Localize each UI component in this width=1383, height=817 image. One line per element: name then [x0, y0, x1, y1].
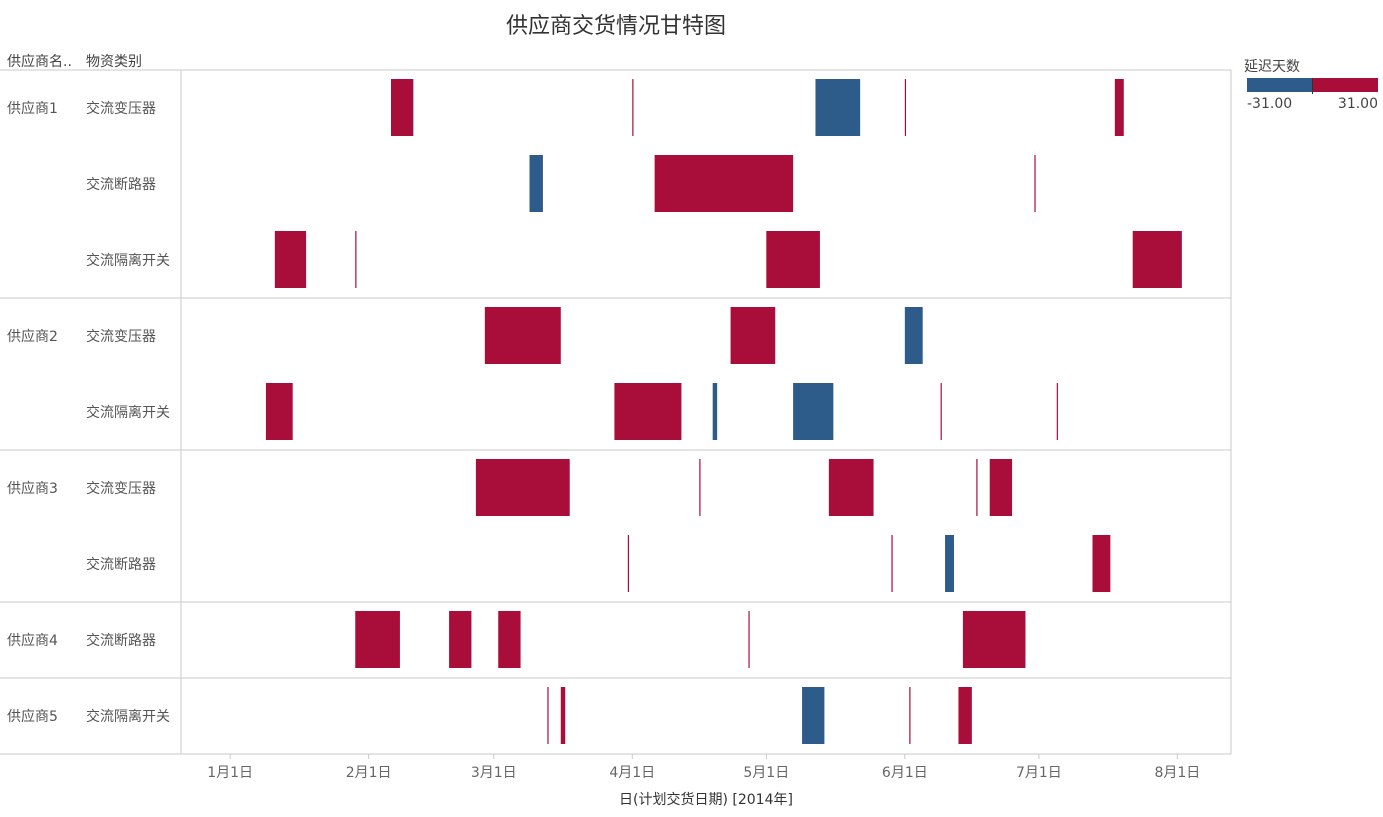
gantt-bar	[891, 535, 893, 592]
gantt-bar	[484, 307, 561, 364]
x-tick-label: 6月1日	[882, 765, 928, 781]
material-label: 交流变压器	[86, 100, 156, 117]
x-tick-label: 4月1日	[609, 765, 655, 781]
x-axis-title: 日(计划交货日期) [2014年]	[619, 791, 793, 808]
supplier-label: 供应商3	[7, 480, 58, 497]
gantt-bar	[1034, 155, 1036, 212]
x-tick-label: 7月1日	[1016, 765, 1062, 781]
gantt-bar	[730, 307, 776, 364]
gantt-bar	[449, 611, 472, 668]
material-label: 交流断路器	[86, 176, 156, 193]
gantt-bar	[748, 611, 750, 668]
x-tick-label: 5月1日	[743, 765, 789, 781]
gantt-bar	[793, 383, 834, 440]
gantt-bar	[547, 687, 549, 744]
gantt-bar	[1056, 383, 1058, 440]
gantt-bar	[274, 231, 307, 288]
gantt-bar	[962, 611, 1026, 668]
gantt-bar	[976, 459, 978, 516]
gantt-bar	[1114, 79, 1124, 136]
gantt-bar	[355, 231, 357, 288]
gantt-bar	[1132, 231, 1182, 288]
supplier-label: 供应商5	[7, 708, 58, 725]
gantt-bar	[802, 687, 825, 744]
gantt-bar	[498, 611, 521, 668]
gantt-bar	[627, 535, 630, 592]
x-tick-label: 8月1日	[1154, 765, 1200, 781]
gantt-bar	[614, 383, 682, 440]
material-label: 交流断路器	[86, 556, 156, 573]
supplier-label: 供应商4	[7, 632, 58, 649]
supplier-header[interactable]: 供应商名..	[7, 54, 72, 70]
gantt-bar	[1092, 535, 1111, 592]
gantt-bar	[265, 383, 293, 440]
gantt-bar	[958, 687, 972, 744]
legend-zero-tick	[1312, 78, 1313, 94]
material-label: 交流隔离开关	[86, 708, 170, 725]
x-tick-label: 3月1日	[471, 765, 517, 781]
gantt-bar	[355, 611, 400, 668]
gantt-bar	[815, 79, 861, 136]
gantt-bar	[699, 459, 701, 516]
gantt-bar	[654, 155, 794, 212]
material-label: 交流变压器	[86, 328, 156, 345]
gantt-bar	[945, 535, 954, 592]
gantt-bar	[989, 459, 1013, 516]
legend-title: 延迟天数	[1244, 59, 1300, 75]
gantt-bar	[904, 307, 923, 364]
x-tick-label: 2月1日	[346, 765, 392, 781]
material-label: 交流变压器	[86, 480, 156, 497]
supplier-label: 供应商2	[7, 328, 58, 345]
gantt-bar	[529, 155, 543, 212]
gantt-bar	[940, 383, 942, 440]
gantt-bar	[712, 383, 718, 440]
gantt-bar	[475, 459, 570, 516]
x-tick-label: 1月1日	[207, 765, 253, 781]
legend-max-label: 31.00	[1337, 96, 1378, 112]
material-label: 交流隔离开关	[86, 252, 170, 269]
gantt-bar	[560, 687, 566, 744]
material-label: 交流隔离开关	[86, 404, 170, 421]
gantt-bar	[909, 687, 911, 744]
gantt-bar	[391, 79, 414, 136]
legend-min-label: -31.00	[1247, 96, 1293, 112]
material-label: 交流断路器	[86, 632, 156, 649]
material-header[interactable]: 物资类别	[86, 54, 142, 70]
gantt-bar	[632, 79, 634, 136]
gantt-bar	[828, 459, 874, 516]
gantt-bar	[766, 231, 820, 288]
chart-title: 供应商交货情况甘特图	[505, 14, 726, 39]
gantt-bar	[904, 79, 907, 136]
supplier-label: 供应商1	[7, 100, 58, 117]
